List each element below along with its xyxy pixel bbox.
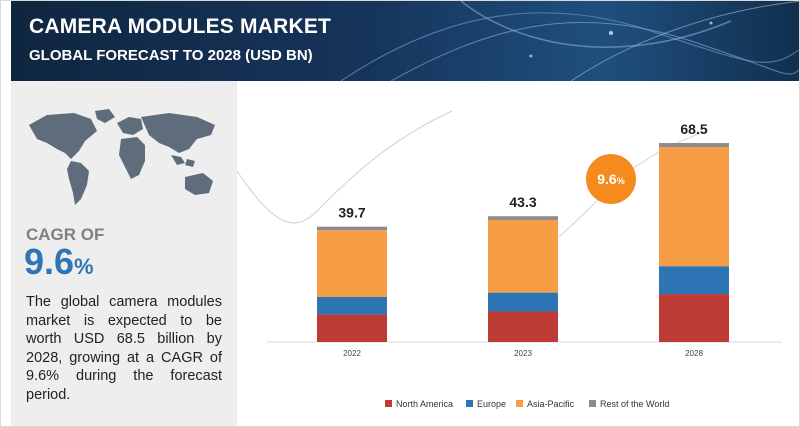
- legend-label-rest-of-the-world: Rest of the World: [600, 399, 669, 409]
- bar-segment-asia-pacific-2023: [488, 219, 558, 293]
- bar-total-label-2022: 39.7: [338, 205, 365, 221]
- bar-segment-rest-of-the-world-2022: [317, 226, 387, 231]
- page-title: CAMERA MODULES MARKET: [29, 15, 332, 38]
- legend-swatch-rest-of-the-world: [589, 400, 596, 407]
- bar-segment-europe-2023: [488, 292, 558, 312]
- summary-panel: CAGR OF 9.6% The global camera modules m…: [11, 81, 237, 426]
- legend-label-europe: Europe: [477, 399, 506, 409]
- bar-segment-europe-2028: [659, 266, 729, 295]
- market-description: The global camera modules market is expe…: [26, 294, 222, 403]
- bar-total-label-2028: 68.5: [680, 121, 707, 137]
- legend-swatch-europe: [466, 400, 473, 407]
- page-subtitle: GLOBAL FORECAST TO 2028 (USD BN): [29, 47, 313, 64]
- header-light-trails: [340, 1, 799, 81]
- bar-segment-asia-pacific-2022: [317, 230, 387, 297]
- bar-segment-north-america-2023: [488, 311, 558, 342]
- world-map-icon: [29, 109, 215, 205]
- cagr-badge-unit: %: [617, 176, 625, 186]
- bar-segment-europe-2022: [317, 296, 387, 315]
- cagr-badge-circle: [586, 154, 636, 204]
- legend-swatch-north-america: [385, 400, 392, 407]
- cagr-unit: %: [74, 254, 94, 279]
- legend-swatch-asia-pacific: [516, 400, 523, 407]
- cagr-number: 9.6: [24, 241, 75, 282]
- cagr-value: 9.6%: [24, 241, 94, 283]
- legend-label-asia-pacific: Asia-Pacific: [527, 399, 575, 409]
- bar-segment-rest-of-the-world-2028: [659, 143, 729, 148]
- x-tick-label-2022: 2022: [343, 349, 361, 358]
- header-banner: CAMERA MODULES MARKET GLOBAL FORECAST TO…: [11, 1, 799, 81]
- bar-total-label-2023: 43.3: [509, 194, 536, 210]
- x-tick-label-2023: 2023: [514, 349, 532, 358]
- bar-segment-north-america-2022: [317, 314, 387, 342]
- legend-label-north-america: North America: [396, 399, 453, 409]
- bar-segment-asia-pacific-2028: [659, 147, 729, 267]
- bar-segment-rest-of-the-world-2023: [488, 216, 558, 220]
- x-tick-label-2028: 2028: [685, 349, 703, 358]
- cagr-label: CAGR OF: [26, 225, 105, 244]
- bar-segment-north-america-2028: [659, 294, 729, 342]
- growth-curve-left: [237, 110, 453, 224]
